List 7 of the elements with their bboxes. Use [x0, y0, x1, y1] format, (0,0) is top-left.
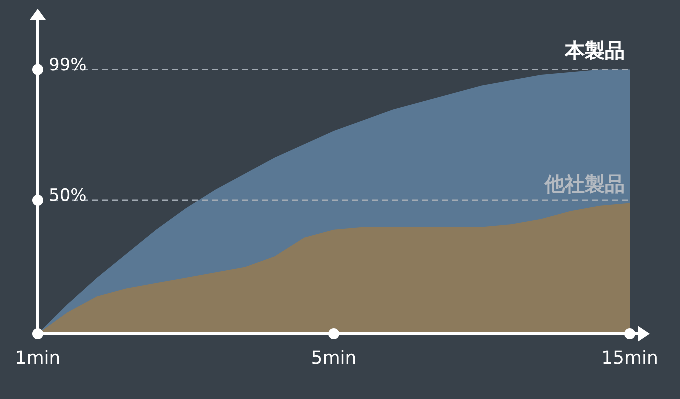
series-label: 他社製品 [544, 172, 625, 196]
x-tick-label: 1min [15, 348, 61, 369]
series-label: 本製品 [564, 38, 625, 63]
y-tick-label: 99% [49, 55, 87, 76]
x-tick-label: 5min [311, 348, 357, 369]
x-tick-label: 15min [602, 348, 658, 369]
y-tick-label: 50% [49, 186, 87, 206]
